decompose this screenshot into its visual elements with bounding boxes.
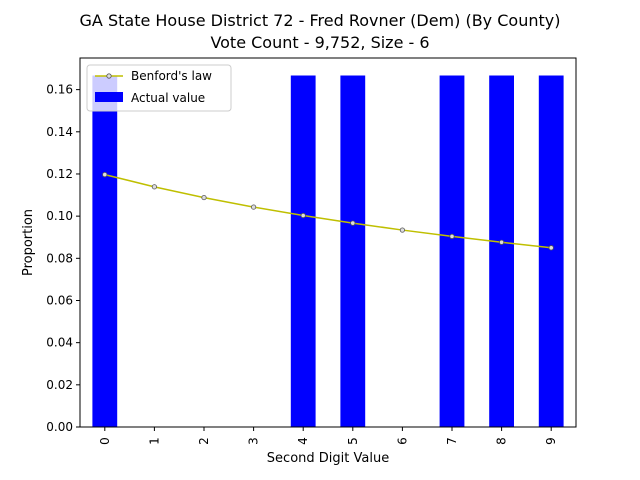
benford-point-8 [498,239,505,245]
bar-0 [92,75,118,427]
legend-line-marker [106,73,112,79]
x-tick-label: 1 [147,437,161,445]
benford-point-5 [350,220,356,226]
legend-label-benford: Benford's law [131,69,212,83]
benford-point-6 [399,227,405,233]
x-tick-label: 9 [544,437,558,445]
benford-point-0 [102,172,108,178]
x-tick-label: 0 [98,437,112,445]
benford-point-9 [548,245,554,251]
benford-point-2 [201,194,207,201]
benford-point-4 [300,212,306,219]
x-tick-label: 7 [445,437,459,445]
bar-8 [489,75,514,427]
benford-point-1 [151,184,157,190]
x-axis-label: Second Digit Value [267,451,389,466]
y-tick-label: 0.00 [46,420,73,434]
bar-5 [340,75,366,427]
benford-point-7 [449,233,455,239]
legend-bar-swatch [95,92,123,102]
y-tick-label: 0.14 [46,125,73,139]
y-tick-label: 0.16 [46,83,73,97]
x-tick-label: 8 [495,437,509,445]
x-tick-label: 2 [197,437,211,445]
y-tick-label: 0.08 [46,251,73,265]
y-tick-label: 0.02 [46,378,73,392]
x-tick-label: 4 [296,437,310,445]
benford-point-3 [251,204,257,210]
chart-title: GA State House District 72 - Fred Rovner… [79,11,561,30]
y-tick-label: 0.06 [46,293,73,307]
y-tick-label: 0.12 [46,167,73,181]
chart-subtitle: Vote Count - 9,752, Size - 6 [210,33,430,52]
bar-7 [439,75,465,427]
benford-line [104,173,552,249]
y-tick-label: 0.04 [46,336,73,350]
x-tick-label: 6 [395,437,409,445]
y-tick-label: 0.10 [46,209,73,223]
bar-4 [290,75,316,427]
y-axis-label: Proportion [21,209,36,276]
x-tick-label: 3 [247,437,261,445]
plot-frame [79,57,577,428]
bar-9 [538,75,564,427]
x-tick-label: 5 [346,437,360,445]
legend-label-actual: Actual value [131,91,205,105]
